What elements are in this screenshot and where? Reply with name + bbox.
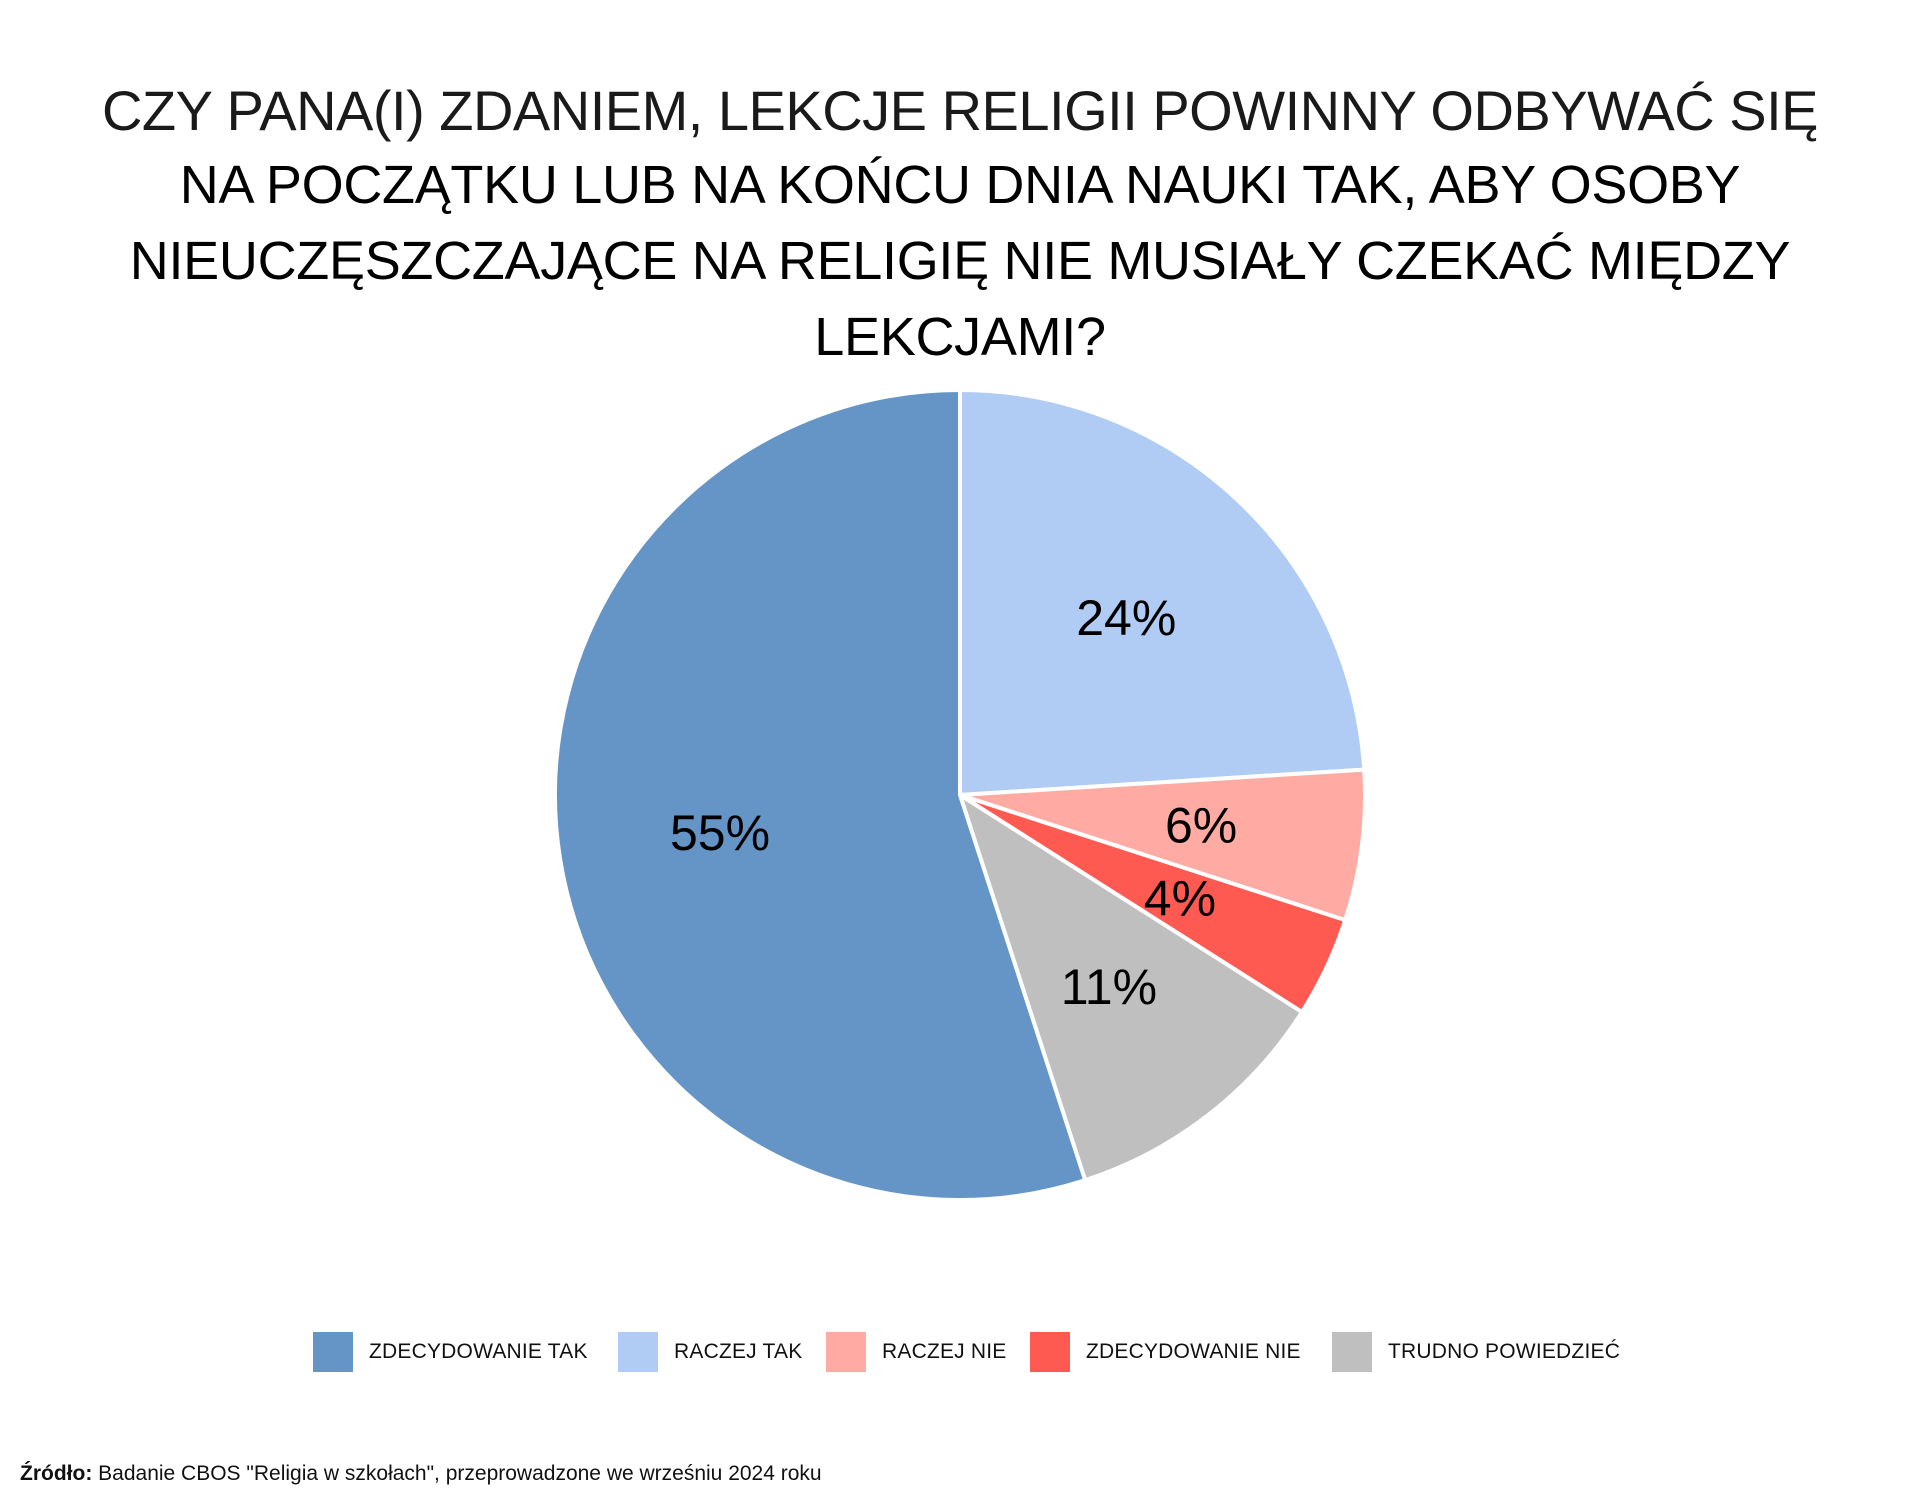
pie-slice-trudno-powiedzieć bbox=[958, 793, 1304, 1183]
legend-label: ZDECYDOWANIE TAK bbox=[369, 1340, 588, 1363]
slice-value-label: 55% bbox=[670, 805, 770, 861]
legend-swatch bbox=[1332, 1332, 1372, 1372]
slice-value-label: 11% bbox=[1061, 959, 1157, 1015]
title-line-1: CZY PANA(I) ZDANIEM, LEKCJE RELIGII POWI… bbox=[101, 79, 1819, 142]
title-line-3: NIEUCZĘSZCZAJĄCE NA RELIGIĘ NIE MUSIAŁY … bbox=[129, 231, 1791, 367]
legend-swatch bbox=[1030, 1332, 1070, 1372]
pie-slice-raczej-tak bbox=[958, 388, 1367, 797]
slice-value-label: 6% bbox=[1165, 798, 1237, 854]
legend-label: RACZEJ TAK bbox=[674, 1340, 803, 1363]
pie-slices bbox=[553, 388, 1367, 1202]
title-line-2: NA POCZĄTKU LUB NA KOŃCU DNIA NAUKI TAK,… bbox=[179, 155, 1741, 215]
legend-swatch bbox=[618, 1332, 658, 1372]
legend-item: RACZEJ NIE bbox=[826, 1330, 1007, 1374]
legend-item: ZDECYDOWANIE TAK bbox=[313, 1330, 588, 1374]
legend-item: ZDECYDOWANIE NIE bbox=[1030, 1330, 1301, 1374]
legend-swatch bbox=[826, 1332, 866, 1372]
legend-label: TRUDNO POWIEDZIEĆ bbox=[1388, 1340, 1621, 1363]
legend-item: RACZEJ TAK bbox=[618, 1330, 802, 1374]
legend-swatch bbox=[313, 1332, 353, 1372]
pie-slice-zdecydowanie-tak bbox=[553, 388, 1088, 1202]
source-note: Źródło: Badanie CBOS "Religia w szkołach… bbox=[20, 1462, 822, 1486]
legend: ZDECYDOWANIE TAK RACZEJ TAK RACZEJ NIE ZDEC… bbox=[0, 1330, 1920, 1374]
legend-item: TRUDNO POWIEDZIEĆ bbox=[1332, 1330, 1620, 1374]
pie-slice-raczej-nie bbox=[958, 767, 1367, 923]
slice-value-label: 24% bbox=[1076, 590, 1176, 646]
legend-label: RACZEJ NIE bbox=[882, 1340, 1007, 1363]
source-prefix: Źródło: bbox=[20, 1462, 93, 1485]
slice-value-label: 4% bbox=[1144, 871, 1216, 927]
chart-title: CZY PANA(I) ZDANIEM, LEKCJE RELIGII POWI… bbox=[0, 75, 1920, 375]
pie-labels: 24% 6% 4% 11% 55% bbox=[670, 590, 1237, 1015]
legend-label: ZDECYDOWANIE NIE bbox=[1086, 1340, 1301, 1363]
source-text: Badanie CBOS "Religia w szkołach", przep… bbox=[92, 1462, 822, 1485]
